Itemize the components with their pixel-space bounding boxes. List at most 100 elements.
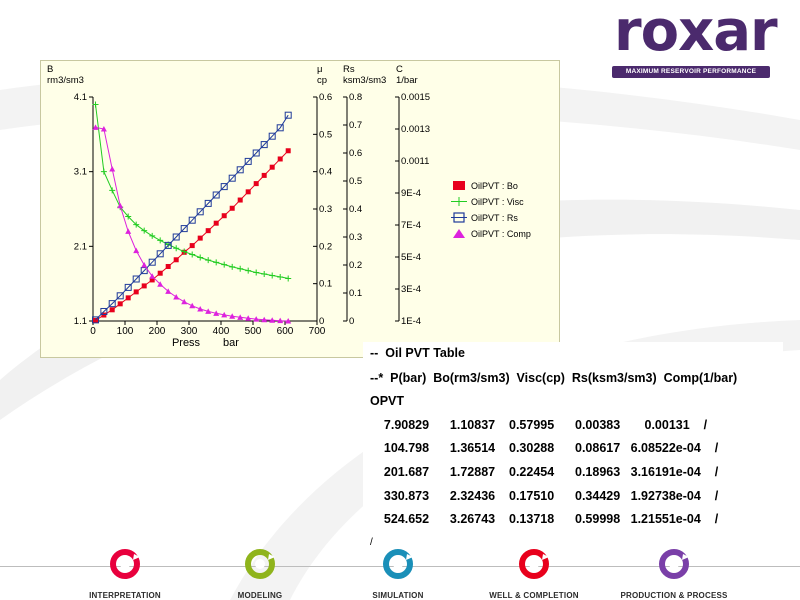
- data-point: [237, 314, 244, 320]
- data-point: [197, 235, 203, 241]
- data-point: [269, 317, 276, 323]
- data-point: [205, 228, 211, 234]
- data-point: [180, 225, 188, 233]
- data-point: [237, 197, 243, 203]
- y-tick-label: 0.5: [349, 176, 362, 187]
- legend-label: OilPVT : Visc: [471, 197, 524, 207]
- footer-item-well-completion[interactable]: WELL & COMPLETION: [459, 548, 609, 600]
- data-point: [252, 149, 260, 157]
- data-point: [269, 272, 276, 279]
- y-axis-name-Rs: Rs: [343, 64, 355, 75]
- data-point: [261, 270, 268, 277]
- series-line: [95, 150, 289, 321]
- footer-label: INTERPRETATION: [89, 591, 161, 600]
- data-point: [101, 312, 107, 318]
- data-point: [93, 317, 99, 323]
- cycle-icon: [659, 549, 689, 579]
- roxar-logo: roxar MAXIMUM RESERVOIR PERFORMANCE: [610, 2, 778, 78]
- data-point: [237, 265, 244, 272]
- data-point: [189, 251, 196, 258]
- footer-item-simulation[interactable]: SIMULATION: [323, 548, 473, 600]
- y-tick-label: 3.1: [74, 167, 87, 178]
- data-point: [277, 156, 283, 162]
- data-point: [109, 166, 116, 172]
- legend-swatch: [453, 181, 465, 190]
- pvt-chart-svg: 0 100 200 300 400 500 600 700 Press bar 1.1 2.1 3.1 4…: [47, 64, 531, 349]
- y-tick-label: 0.1: [319, 279, 332, 290]
- data-point: [261, 172, 267, 178]
- y-tick-label: 0.8: [349, 92, 362, 103]
- x-axis-unit: bar: [223, 337, 239, 349]
- y-axis-unit-C: 1/bar: [396, 75, 418, 86]
- data-point: [156, 250, 164, 258]
- y-tick-label: 0.2: [319, 241, 332, 252]
- y-tick-label: 0.0011: [401, 156, 429, 167]
- x-tick-label: 0: [90, 326, 96, 337]
- y-tick-label: 0.6: [319, 92, 332, 103]
- data-point: [221, 311, 228, 318]
- data-point: [196, 208, 204, 216]
- data-point: [229, 205, 235, 211]
- data-point: [213, 259, 220, 266]
- data-point: [260, 141, 268, 149]
- data-point: [276, 124, 284, 132]
- data-point: [117, 202, 124, 209]
- data-point: [245, 315, 252, 321]
- table-line: /: [370, 537, 373, 548]
- footer-item-production-process[interactable]: PRODUCTION & PROCESS: [599, 548, 749, 600]
- y-tick-label: 0.4: [319, 167, 332, 178]
- footer-item-modeling[interactable]: MODELING: [185, 548, 335, 600]
- y-axis-unit-mu: cp: [317, 75, 327, 86]
- data-point: [197, 306, 204, 312]
- footer-label: SIMULATION: [372, 591, 424, 600]
- data-point: [229, 263, 236, 270]
- data-point: [125, 228, 132, 234]
- pvt-chart: 0 100 200 300 400 500 600 700 Press bar 1.1 2.1 3.1 4…: [40, 60, 560, 358]
- data-point: [212, 191, 220, 199]
- data-point: [284, 111, 292, 119]
- pvt-table: -- Oil PVT Table --* P(bar) Bo(rm3/sm3) …: [363, 342, 783, 548]
- data-point: [133, 221, 140, 228]
- x-tick-label: 300: [181, 326, 198, 337]
- data-point: [213, 220, 219, 226]
- data-point: [125, 295, 131, 301]
- data-point: [181, 298, 188, 305]
- data-point: [92, 101, 99, 108]
- data-point: [189, 243, 195, 249]
- data-point: [157, 270, 163, 276]
- series-line: [95, 114, 289, 321]
- y-tick-label: 9E-4: [401, 188, 421, 199]
- cycle-icon: [519, 549, 549, 579]
- table-line: 201.687 1.72887 0.22454 0.18963 3.16191e…: [370, 465, 719, 479]
- y-axis-name-mu: μ: [317, 64, 322, 75]
- x-tick-label: 200: [149, 326, 166, 337]
- data-point: [92, 316, 100, 324]
- data-point: [116, 292, 124, 300]
- data-point: [245, 189, 251, 195]
- data-point: [117, 301, 123, 307]
- footer-label: WELL & COMPLETION: [489, 591, 579, 600]
- data-point: [172, 233, 180, 241]
- data-point: [165, 288, 172, 294]
- legend-label: OilPVT : Rs: [471, 213, 518, 223]
- data-point: [188, 216, 196, 224]
- data-point: [149, 232, 156, 239]
- y-tick-label: 0.0015: [401, 92, 430, 103]
- y-tick-label: 0.6: [349, 148, 362, 159]
- table-line: -- Oil PVT Table: [370, 346, 465, 360]
- data-point: [204, 199, 212, 207]
- y-tick-label: 0.2: [349, 260, 362, 271]
- x-tick-label: 500: [245, 326, 262, 337]
- y-axis-name-B: B: [47, 64, 53, 75]
- data-point: [165, 263, 171, 269]
- data-point: [277, 317, 284, 324]
- y-tick-label: 0.5: [319, 129, 332, 140]
- data-point: [236, 166, 244, 174]
- data-point: [228, 174, 236, 182]
- footer-item-interpretation[interactable]: INTERPRETATION: [50, 548, 200, 600]
- y-axis-unit-Rs: ksm3/sm3: [343, 75, 386, 86]
- y-tick-label: 1E-4: [401, 316, 421, 327]
- table-line: --* P(bar) Bo(rm3/sm3) Visc(cp) Rs(ksm3/…: [370, 371, 738, 385]
- data-point: [140, 267, 148, 275]
- footer-label: MODELING: [237, 591, 283, 600]
